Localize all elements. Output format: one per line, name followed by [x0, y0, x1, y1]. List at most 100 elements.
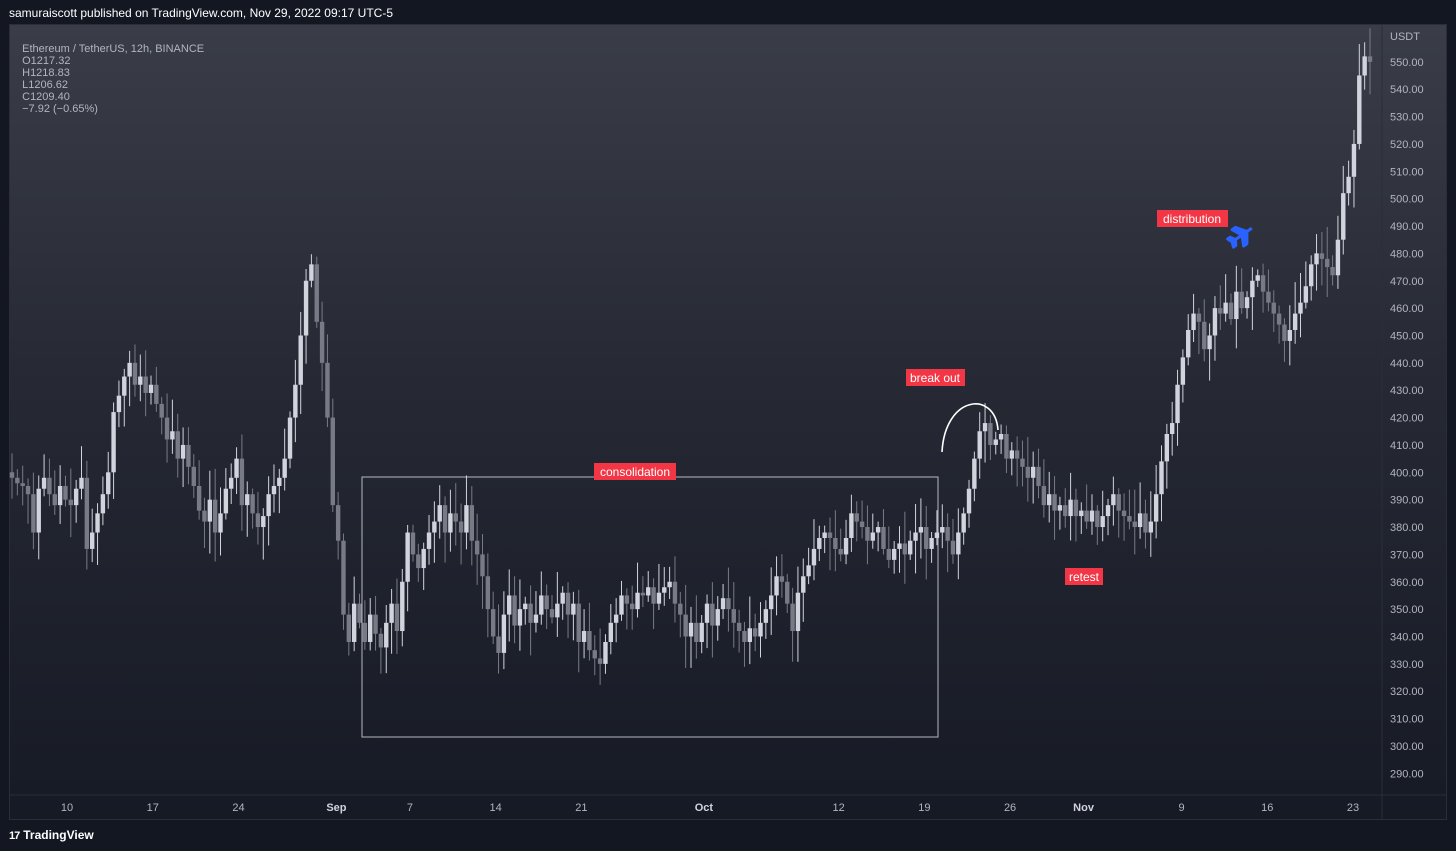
candle[interactable] [897, 526, 902, 573]
candle[interactable] [1276, 305, 1282, 344]
candle[interactable] [47, 458, 52, 507]
candle[interactable] [1223, 274, 1228, 322]
candle[interactable] [1105, 498, 1111, 536]
candle[interactable] [539, 571, 544, 625]
candle[interactable] [1009, 442, 1014, 476]
candle[interactable] [148, 375, 154, 405]
candle[interactable] [1137, 482, 1143, 539]
candle[interactable] [351, 576, 357, 652]
candle[interactable] [191, 454, 196, 498]
candle[interactable] [1266, 269, 1271, 312]
candle[interactable] [464, 475, 469, 550]
candle[interactable] [202, 497, 207, 549]
candle[interactable] [1330, 255, 1335, 286]
candle[interactable] [913, 504, 918, 574]
candle[interactable] [469, 486, 474, 566]
candle[interactable] [1025, 436, 1031, 502]
candle[interactable] [389, 588, 394, 654]
candle[interactable] [694, 595, 699, 659]
candle[interactable] [945, 513, 950, 573]
candle[interactable] [1014, 436, 1020, 487]
candle[interactable] [1218, 285, 1223, 330]
symbol-name[interactable]: Ethereum / TetherUS, 12h, BINANCE [22, 43, 205, 55]
candle[interactable] [704, 594, 710, 649]
candle[interactable] [357, 593, 362, 629]
candle[interactable] [1319, 231, 1325, 286]
candle[interactable] [592, 635, 597, 676]
candle[interactable] [330, 398, 335, 513]
candle[interactable] [100, 476, 106, 526]
candle[interactable] [1164, 423, 1170, 489]
candle[interactable] [1282, 318, 1287, 362]
candle[interactable] [1100, 490, 1105, 542]
candle[interactable] [581, 609, 587, 659]
candle[interactable] [747, 596, 753, 665]
candle[interactable] [785, 573, 790, 614]
candle[interactable] [245, 481, 250, 537]
candle[interactable] [603, 634, 608, 674]
candle[interactable] [656, 563, 662, 610]
candle[interactable] [212, 468, 218, 562]
candle[interactable] [1143, 499, 1148, 549]
candle[interactable] [41, 454, 47, 497]
candle[interactable] [1202, 299, 1207, 362]
candle[interactable] [1063, 488, 1068, 528]
candle[interactable] [138, 354, 143, 402]
candle[interactable] [523, 596, 528, 625]
candle[interactable] [972, 451, 977, 502]
candle[interactable] [560, 586, 565, 620]
candle[interactable] [373, 596, 378, 651]
candle[interactable] [282, 428, 287, 491]
candle[interactable] [400, 568, 405, 647]
candle[interactable] [646, 571, 651, 602]
candle[interactable] [1287, 305, 1293, 366]
candle[interactable] [271, 464, 277, 513]
candle[interactable] [362, 600, 368, 650]
candle[interactable] [1351, 129, 1357, 208]
candle[interactable] [1357, 44, 1362, 150]
candle[interactable] [453, 483, 458, 546]
chart-frame[interactable] [9, 24, 1447, 820]
candle[interactable] [298, 311, 303, 415]
candle[interactable] [993, 431, 998, 455]
candle[interactable] [795, 566, 801, 662]
candle[interactable] [458, 503, 464, 565]
candle[interactable] [1180, 349, 1186, 403]
candle[interactable] [902, 511, 908, 584]
candle[interactable] [908, 530, 913, 560]
candle[interactable] [63, 475, 68, 507]
candle[interactable] [720, 583, 726, 619]
candle[interactable] [1303, 261, 1309, 309]
distribution-tag[interactable]: distribution [1157, 210, 1228, 227]
candle[interactable] [635, 562, 640, 618]
candle[interactable] [790, 587, 795, 662]
candle[interactable] [672, 556, 678, 623]
candle[interactable] [934, 510, 940, 546]
candle[interactable] [768, 567, 774, 635]
candle[interactable] [849, 494, 854, 552]
candle[interactable] [175, 413, 180, 478]
candle[interactable] [127, 350, 132, 407]
candle[interactable] [1004, 425, 1009, 474]
candle[interactable] [1228, 293, 1234, 325]
breakout-arc[interactable] [941, 403, 999, 453]
candle[interactable] [20, 465, 25, 506]
candle[interactable] [988, 415, 993, 461]
candle[interactable] [1212, 296, 1218, 361]
candle[interactable] [742, 621, 747, 667]
candle[interactable] [325, 334, 330, 428]
candle[interactable] [613, 598, 619, 643]
candle[interactable] [1298, 273, 1303, 338]
candle[interactable] [1036, 448, 1041, 499]
candle[interactable] [651, 578, 656, 630]
candle[interactable] [432, 501, 437, 563]
candle[interactable] [950, 518, 956, 564]
candle[interactable] [528, 585, 533, 656]
candle[interactable] [1325, 226, 1330, 297]
candle[interactable] [1255, 269, 1260, 287]
candle[interactable] [811, 519, 817, 581]
candle[interactable] [875, 521, 881, 552]
candle[interactable] [779, 554, 785, 598]
candle[interactable] [1341, 165, 1346, 255]
